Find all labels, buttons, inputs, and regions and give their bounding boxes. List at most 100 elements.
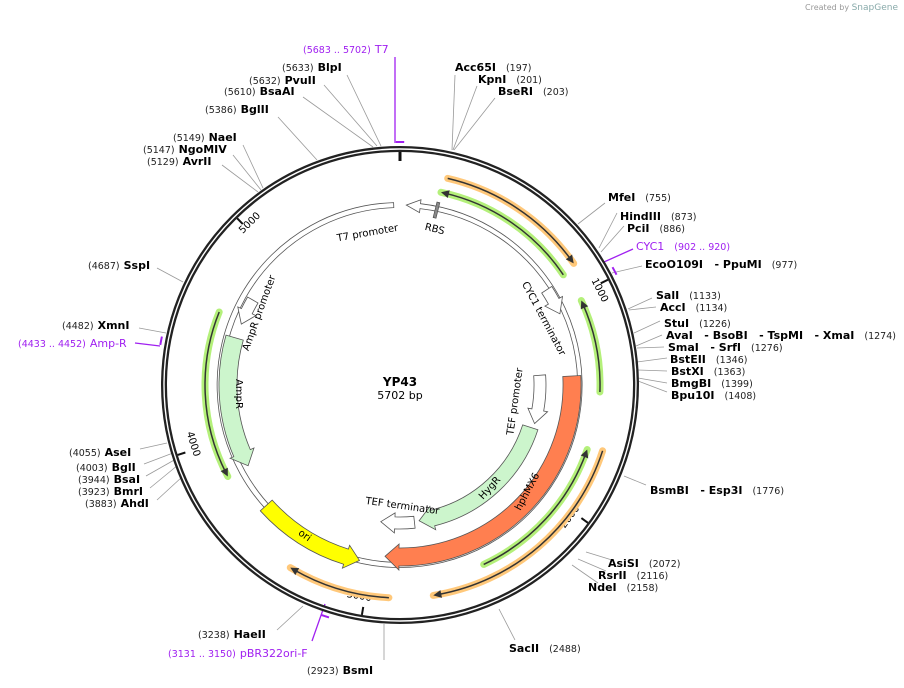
enzyme-site-label[interactable]: (3944) BsaI (78, 473, 140, 487)
primer-site-label[interactable]: (3131 .. 3150) pBR322ori-F (168, 647, 308, 661)
site-position: (1133) (689, 291, 721, 302)
site-position: (2116) (636, 571, 669, 582)
tick-mark (360, 606, 365, 616)
enzyme-site-label[interactable]: (5610) BsaAI (224, 85, 295, 99)
site-position: (4433 .. 4452) (18, 339, 86, 350)
enzyme-site-label[interactable]: AccI (1134) (660, 301, 731, 315)
enzyme-site-label[interactable]: (2923) BsmI (307, 664, 373, 678)
enzyme-site-label[interactable]: PciI (886) (627, 222, 689, 236)
site-name: BsmBI - Esp3I (650, 484, 743, 497)
enzyme-site-label[interactable]: (5632) PvuII (249, 74, 316, 88)
backbone-ring (161, 146, 639, 624)
primer-arc-bottom-green (483, 452, 587, 566)
enzyme-site-label[interactable]: AvaI - BsoBI - TspMI - XmaI (1274) (666, 329, 900, 343)
enzyme-site-label[interactable]: (4482) XmnI (62, 319, 129, 333)
site-name: BsaI (113, 473, 141, 486)
enzyme-leader-line (453, 97, 496, 151)
enzyme-leader-line (242, 144, 264, 189)
site-position: (3131 .. 3150) (168, 649, 236, 660)
enzyme-site-label[interactable]: Acc65I (197) (455, 61, 536, 75)
enzyme-site-label[interactable]: SmaI - SrfI (1276) (668, 341, 787, 355)
features (159, 140, 618, 619)
site-name: HindIII (620, 210, 661, 223)
site-position: (3923) (78, 487, 110, 498)
enzyme-site-label[interactable]: NdeI (2158) (588, 581, 662, 595)
enzyme-site-label[interactable]: (5633) BlpI (282, 61, 342, 75)
site-position: (977) (771, 260, 798, 271)
primer-arc-right-green-glow (577, 297, 604, 396)
primer-site-label[interactable]: (4433 .. 4452) Amp-R (18, 337, 127, 351)
enzyme-leader-line (452, 85, 478, 151)
enzyme-site-label[interactable]: (5386) BglII (205, 103, 269, 117)
enzyme-site-label[interactable]: EcoO109I - PpuMI (977) (645, 258, 801, 272)
site-name: BstEII (670, 353, 706, 366)
primer-mark-cyc1 (611, 266, 618, 276)
site-name: BseRI (498, 85, 533, 98)
primer-arc-left-green (204, 311, 227, 474)
site-position: (5632) (249, 76, 281, 87)
enzyme-site-label[interactable]: (3883) AhdI (85, 497, 149, 511)
feature-ori (259, 499, 361, 569)
feature-tef-promoter (527, 374, 549, 425)
site-name: SacII (509, 642, 540, 655)
enzyme-site-label[interactable]: BsmBI - Esp3I (1776) (650, 484, 788, 498)
primer-arc-top-orange-arrowhead (565, 254, 574, 264)
site-name: BmrI (113, 485, 143, 498)
primer-site-label[interactable]: CYC1 (902 .. 920) (636, 240, 734, 254)
site-name: BsaAI (259, 85, 295, 98)
enzyme-site-label[interactable]: HindIII (873) (620, 210, 701, 224)
site-name: Bpu10I (671, 389, 715, 402)
enzyme-leader-line (637, 377, 668, 384)
site-name: HaeII (233, 628, 266, 641)
site-position: (2488) (549, 644, 581, 655)
enzyme-site-label[interactable]: MfeI (755) (608, 191, 675, 205)
site-name: SmaI - SrfI (668, 341, 742, 354)
enzyme-site-label[interactable]: (3923) BmrI (78, 485, 143, 499)
site-position: (902 .. 920) (674, 242, 731, 253)
enzyme-site-label[interactable]: (5149) NaeI (173, 131, 237, 145)
snapgene-credit: Created by SnapGene (805, 3, 898, 13)
enzyme-site-label[interactable]: (4003) BglI (76, 461, 136, 475)
enzyme-leader-line (143, 452, 174, 465)
enzyme-site-label[interactable]: (4055) AseI (69, 446, 131, 460)
enzyme-site-label[interactable]: BstEII (1346) (670, 353, 751, 367)
enzyme-site-label[interactable]: BseRI (203) (498, 85, 573, 99)
primer-arc-bottom-orange-arrowhead (433, 590, 442, 598)
enzyme-leader-line (571, 564, 599, 584)
enzyme-site-label[interactable]: BmgBI (1399) (671, 377, 757, 391)
enzyme-site-label[interactable]: KpnI (201) (478, 73, 546, 87)
plasmid-length: 5702 bp (377, 389, 423, 402)
enzyme-leader-line (623, 475, 647, 486)
tick-mark (236, 217, 244, 225)
enzyme-leader-line (600, 225, 625, 253)
enzyme-site-label[interactable]: (5147) NgoMIV (143, 143, 227, 157)
site-position: (873) (670, 212, 697, 223)
site-position: (1134) (695, 303, 728, 314)
primer-arc-bottomleft-orange-glow (286, 564, 393, 602)
site-position: (197) (505, 63, 532, 74)
site-position: (3944) (78, 475, 110, 486)
site-position: (3883) (85, 499, 117, 510)
enzyme-site-label[interactable]: SalI (1133) (656, 289, 725, 303)
enzyme-site-label[interactable]: (5129) AvrII (147, 155, 212, 169)
enzyme-site-label[interactable]: RsrII (2116) (598, 569, 672, 583)
site-name: PvuII (284, 74, 316, 87)
enzyme-leader-line (627, 297, 653, 310)
site-name: RsrII (598, 569, 627, 582)
enzyme-site-label[interactable]: (4687) SspI (88, 259, 150, 273)
enzyme-site-label[interactable]: AsiSI (2072) (608, 557, 684, 571)
primer-site-label[interactable]: (5683 .. 5702) T7 (303, 43, 389, 57)
enzyme-site-label[interactable]: (3238) HaeII (198, 628, 266, 642)
enzyme-site-label[interactable]: BstXI (1363) (671, 365, 749, 379)
enzyme-site-label[interactable]: SacII (2488) (509, 642, 585, 656)
enzyme-site-label[interactable]: Bpu10I (1408) (671, 389, 760, 403)
site-position: (2072) (648, 559, 681, 570)
enzyme-site-label[interactable]: StuI (1226) (664, 317, 735, 331)
site-position: (2158) (626, 583, 659, 594)
site-position: (1276) (751, 343, 783, 354)
site-position: (5149) (173, 133, 205, 144)
site-position: (1399) (721, 379, 753, 390)
enzyme-leader-line (323, 84, 378, 147)
feature-ampr-promoter (237, 296, 259, 325)
site-name: NaeI (208, 131, 237, 144)
